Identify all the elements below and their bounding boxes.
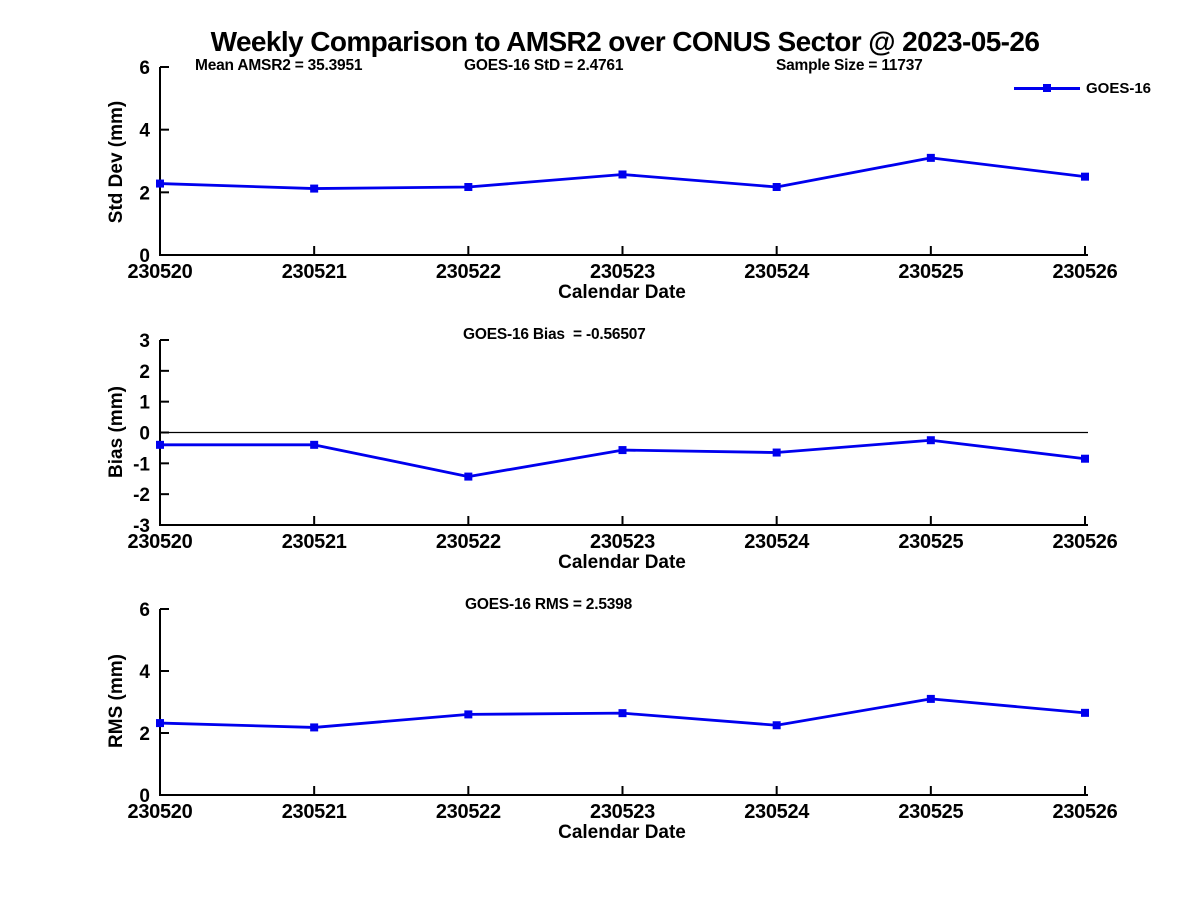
annotation-goes16-rms: GOES-16 RMS = 2.5398 bbox=[465, 596, 633, 613]
data-line bbox=[160, 438, 1086, 478]
data-point-marker bbox=[464, 183, 473, 192]
y-tick-label: 2 bbox=[139, 362, 150, 383]
x-tick-label: 230522 bbox=[436, 261, 501, 283]
data-point-marker bbox=[1081, 172, 1089, 181]
y-tick-label: 4 bbox=[139, 662, 150, 683]
data-point-marker bbox=[310, 184, 319, 193]
x-tick-label: 230523 bbox=[590, 801, 655, 823]
data-point-marker bbox=[1081, 708, 1089, 717]
legend-series-label: GOES-16 bbox=[1086, 80, 1152, 97]
y-tick-label: 4 bbox=[139, 121, 150, 142]
data-point-marker bbox=[618, 170, 627, 179]
x-tick-label: 230520 bbox=[128, 261, 193, 283]
x-tick-label: 230526 bbox=[1053, 801, 1118, 823]
x-tick-label: 230524 bbox=[744, 801, 810, 823]
annotation-mean-amsr2: Mean AMSR2 = 35.3951 bbox=[195, 57, 363, 74]
y-tick-label: 3 bbox=[139, 331, 150, 352]
x-tick-label: 230523 bbox=[590, 261, 655, 283]
y-tick-label: -2 bbox=[133, 485, 150, 506]
x-tick-label: 230525 bbox=[898, 261, 963, 283]
x-tick-label: 230523 bbox=[590, 531, 655, 553]
data-point-marker bbox=[618, 446, 627, 455]
x-tick-label: 230524 bbox=[744, 531, 810, 553]
annotation-sample-size: Sample Size = 11737 bbox=[776, 57, 923, 74]
x-tick-label: 230522 bbox=[436, 801, 501, 823]
data-point-marker bbox=[156, 179, 164, 188]
data-point-marker bbox=[926, 436, 935, 445]
x-tick-label: 230525 bbox=[898, 801, 963, 823]
x-tick-label: 230526 bbox=[1053, 531, 1118, 553]
y-tick-label: 2 bbox=[139, 183, 150, 204]
data-point-marker bbox=[464, 472, 473, 481]
y-tick-label: 6 bbox=[139, 58, 150, 79]
data-point-marker bbox=[156, 719, 164, 728]
std-dev-subplot: 0 2 4 6 230520 230521 230522 230523 230524 230525… bbox=[128, 58, 1118, 283]
data-point-marker bbox=[772, 183, 781, 192]
legend-square-marker-icon bbox=[1043, 84, 1051, 92]
y-tick-label: 0 bbox=[139, 424, 150, 445]
data-point-marker bbox=[310, 723, 319, 732]
x-axis-label-stddev: Calendar Date bbox=[558, 282, 686, 303]
data-point-marker bbox=[1081, 454, 1089, 463]
data-point-marker bbox=[772, 721, 781, 730]
x-tick-label: 230521 bbox=[282, 801, 347, 823]
data-point-marker bbox=[310, 440, 319, 449]
data-point-marker bbox=[618, 709, 627, 718]
x-tick-label: 230521 bbox=[282, 261, 347, 283]
rms-subplot: 0 2 4 6 230520 230521 230522 230523 230524 230525… bbox=[128, 600, 1118, 823]
data-point-marker bbox=[926, 694, 935, 703]
x-tick-label: 230520 bbox=[128, 531, 193, 553]
data-point-marker bbox=[926, 153, 935, 162]
y-tick-label: 1 bbox=[139, 393, 150, 414]
x-axis-label-rms: Calendar Date bbox=[558, 822, 686, 843]
y-tick-label: -1 bbox=[133, 454, 150, 475]
data-point-marker bbox=[772, 448, 781, 457]
bias-subplot: -3 -2 -1 0 1 2 3 230520 230521 230522 230523 230524… bbox=[128, 331, 1118, 553]
annotation-goes16-std: GOES-16 StD = 2.4761 bbox=[464, 57, 624, 74]
data-point-marker bbox=[464, 710, 473, 719]
x-axis-label-bias: Calendar Date bbox=[558, 552, 686, 573]
annotation-goes16-bias: GOES-16 Bias = -0.56507 bbox=[463, 326, 646, 343]
y-tick-label: 6 bbox=[139, 600, 150, 621]
y-tick-label: 0 bbox=[139, 786, 150, 807]
x-tick-label: 230520 bbox=[128, 801, 193, 823]
y-tick-label: -3 bbox=[133, 516, 150, 537]
x-tick-label: 230521 bbox=[282, 531, 347, 553]
y-tick-label: 2 bbox=[139, 724, 150, 745]
figure-title: Weekly Comparison to AMSR2 over CONUS Se… bbox=[210, 26, 1040, 57]
x-tick-label: 230525 bbox=[898, 531, 963, 553]
y-tick-label: 0 bbox=[139, 246, 150, 267]
x-tick-label: 230522 bbox=[436, 531, 501, 553]
data-point-marker bbox=[156, 440, 164, 449]
x-tick-label: 230526 bbox=[1053, 261, 1118, 283]
x-tick-label: 230524 bbox=[744, 261, 810, 283]
